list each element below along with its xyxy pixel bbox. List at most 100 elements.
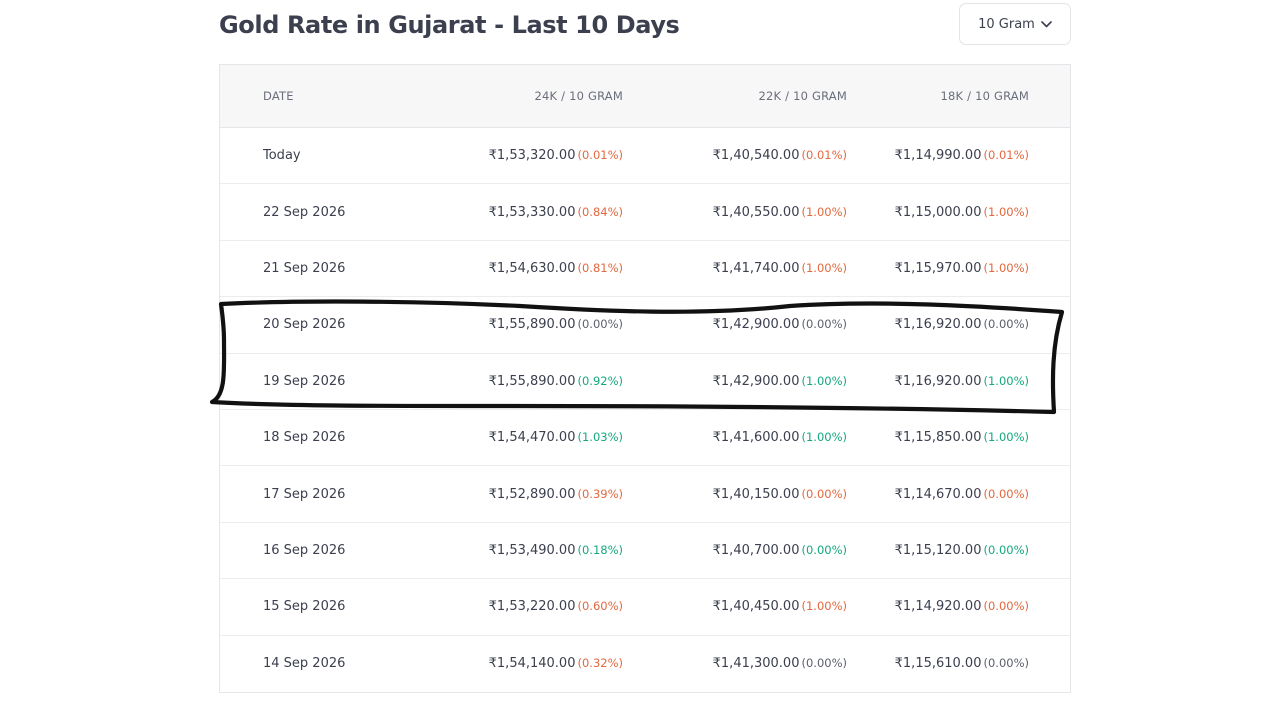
rate-price: ₹1,53,320.00 xyxy=(488,148,576,164)
rate-change-percent: (0.00%) xyxy=(801,317,847,332)
table-body: Today ₹1,53,320.00 (0.01%) ₹1,40,540.00 (0.0… xyxy=(220,128,1070,692)
column-header-22k: 22K / 10 GRAM xyxy=(758,89,847,103)
rate-change-percent: (1.00%) xyxy=(801,430,847,445)
rate-cell-k24: ₹1,52,890.00 (0.39%) xyxy=(390,487,623,502)
row-date: 15 Sep 2026 xyxy=(263,599,346,615)
rate-change-percent: (0.81%) xyxy=(577,260,623,275)
table-header: DATE 24K / 10 GRAM 22K / 10 GRAM 18K / 1… xyxy=(220,65,1070,128)
rate-cell-k18: ₹1,15,970.00 (1.00%) xyxy=(847,261,1029,276)
rate-change-percent: (0.01%) xyxy=(577,148,623,163)
rate-cell-k22: ₹1,42,900.00 (0.00%) xyxy=(623,317,847,332)
rate-cell-k22: ₹1,41,600.00 (1.00%) xyxy=(623,430,847,445)
rate-cell-k22: ₹1,40,450.00 (1.00%) xyxy=(623,599,847,614)
rate-price: ₹1,15,000.00 xyxy=(894,204,982,220)
rate-price: ₹1,40,540.00 xyxy=(712,148,800,164)
rate-change-percent: (0.92%) xyxy=(577,373,623,388)
table-row: 16 Sep 2026 ₹1,53,490.00 (0.18%) ₹1,40,700.… xyxy=(220,523,1070,580)
rate-cell-k24: ₹1,53,330.00 (0.84%) xyxy=(390,205,623,220)
table-row: 20 Sep 2026 ₹1,55,890.00 (0.00%) ₹1,42,900.… xyxy=(220,297,1070,354)
rate-price: ₹1,16,920.00 xyxy=(894,317,982,333)
rate-change-percent: (1.00%) xyxy=(801,260,847,275)
rate-cell-k24: ₹1,54,630.00 (0.81%) xyxy=(390,261,623,276)
rate-price: ₹1,14,670.00 xyxy=(894,486,982,502)
rate-cell-k24: ₹1,55,890.00 (0.92%) xyxy=(390,374,623,389)
rate-change-percent: (1.00%) xyxy=(801,599,847,614)
rate-change-percent: (0.84%) xyxy=(577,204,623,219)
unit-dropdown[interactable]: 10 Gram xyxy=(959,3,1071,45)
table-row: Today ₹1,53,320.00 (0.01%) ₹1,40,540.00 (0.0… xyxy=(220,128,1070,185)
rate-cell-k22: ₹1,40,700.00 (0.00%) xyxy=(623,543,847,558)
rate-cell-k18: ₹1,14,990.00 (0.01%) xyxy=(847,148,1029,163)
rate-change-percent: (0.00%) xyxy=(801,656,847,671)
rate-price: ₹1,40,550.00 xyxy=(712,204,800,220)
rate-cell-k18: ₹1,16,920.00 (0.00%) xyxy=(847,317,1029,332)
rate-price: ₹1,41,600.00 xyxy=(712,430,800,446)
rate-cell-k22: ₹1,40,540.00 (0.01%) xyxy=(623,148,847,163)
rate-change-percent: (0.00%) xyxy=(983,599,1029,614)
rate-change-percent: (0.00%) xyxy=(983,656,1029,671)
rate-cell-k24: ₹1,53,220.00 (0.60%) xyxy=(390,599,623,614)
unit-dropdown-value: 10 Gram xyxy=(978,16,1035,32)
rate-change-percent: (0.00%) xyxy=(801,486,847,501)
rate-price: ₹1,40,450.00 xyxy=(712,599,800,615)
rate-change-percent: (1.00%) xyxy=(983,373,1029,388)
rate-price: ₹1,54,470.00 xyxy=(488,430,576,446)
rate-change-percent: (0.00%) xyxy=(983,542,1029,557)
rate-cell-k18: ₹1,15,000.00 (1.00%) xyxy=(847,205,1029,220)
row-date: 21 Sep 2026 xyxy=(263,260,346,276)
row-date: 22 Sep 2026 xyxy=(263,204,346,220)
rate-price: ₹1,40,150.00 xyxy=(712,486,800,502)
column-header-18k: 18K / 10 GRAM xyxy=(940,89,1029,103)
rate-change-percent: (0.32%) xyxy=(577,656,623,671)
rate-change-percent: (1.00%) xyxy=(983,430,1029,445)
rate-cell-k22: ₹1,40,550.00 (1.00%) xyxy=(623,205,847,220)
row-date: 16 Sep 2026 xyxy=(263,542,346,558)
rate-change-percent: (1.00%) xyxy=(801,373,847,388)
rate-price: ₹1,15,850.00 xyxy=(894,430,982,446)
rate-price: ₹1,42,900.00 xyxy=(712,317,800,333)
table-row: 21 Sep 2026 ₹1,54,630.00 (0.81%) ₹1,41,740.… xyxy=(220,241,1070,298)
rate-cell-k22: ₹1,41,300.00 (0.00%) xyxy=(623,656,847,671)
rate-change-percent: (0.01%) xyxy=(983,148,1029,163)
rate-change-percent: (1.00%) xyxy=(983,260,1029,275)
rate-cell-k24: ₹1,55,890.00 (0.00%) xyxy=(390,317,623,332)
table-row: 15 Sep 2026 ₹1,53,220.00 (0.60%) ₹1,40,450.… xyxy=(220,579,1070,636)
column-header-24k: 24K / 10 GRAM xyxy=(534,89,623,103)
rate-change-percent: (0.01%) xyxy=(801,148,847,163)
rate-change-percent: (0.39%) xyxy=(577,486,623,501)
rate-cell-k24: ₹1,53,320.00 (0.01%) xyxy=(390,148,623,163)
rate-cell-k18: ₹1,14,920.00 (0.00%) xyxy=(847,599,1029,614)
rate-cell-k18: ₹1,16,920.00 (1.00%) xyxy=(847,374,1029,389)
row-date: Today xyxy=(263,148,301,164)
rate-price: ₹1,41,300.00 xyxy=(712,656,800,672)
rate-cell-k18: ₹1,15,610.00 (0.00%) xyxy=(847,656,1029,671)
rate-price: ₹1,40,700.00 xyxy=(712,542,800,558)
table-row: 18 Sep 2026 ₹1,54,470.00 (1.03%) ₹1,41,600.… xyxy=(220,410,1070,467)
rate-price: ₹1,42,900.00 xyxy=(712,373,800,389)
gold-rate-table: DATE 24K / 10 GRAM 22K / 10 GRAM 18K / 1… xyxy=(219,64,1071,693)
row-date: 14 Sep 2026 xyxy=(263,656,346,672)
rate-price: ₹1,53,490.00 xyxy=(488,542,576,558)
rate-cell-k24: ₹1,54,470.00 (1.03%) xyxy=(390,430,623,445)
column-header-date: DATE xyxy=(263,89,294,103)
row-date: 18 Sep 2026 xyxy=(263,430,346,446)
rate-change-percent: (1.00%) xyxy=(983,204,1029,219)
rate-change-percent: (0.00%) xyxy=(983,317,1029,332)
rate-price: ₹1,55,890.00 xyxy=(488,317,576,333)
rate-change-percent: (0.60%) xyxy=(577,599,623,614)
chevron-down-icon xyxy=(1041,20,1052,27)
rate-price: ₹1,54,140.00 xyxy=(488,656,576,672)
rate-cell-k22: ₹1,40,150.00 (0.00%) xyxy=(623,487,847,502)
rate-change-percent: (0.00%) xyxy=(801,542,847,557)
rate-change-percent: (0.00%) xyxy=(983,486,1029,501)
rate-price: ₹1,54,630.00 xyxy=(488,260,576,276)
rate-price: ₹1,15,610.00 xyxy=(894,656,982,672)
rate-price: ₹1,55,890.00 xyxy=(488,373,576,389)
rate-price: ₹1,53,220.00 xyxy=(488,599,576,615)
rate-price: ₹1,41,740.00 xyxy=(712,260,800,276)
rate-cell-k18: ₹1,15,120.00 (0.00%) xyxy=(847,543,1029,558)
rate-price: ₹1,53,330.00 xyxy=(488,204,576,220)
row-date: 19 Sep 2026 xyxy=(263,373,346,389)
table-row: 17 Sep 2026 ₹1,52,890.00 (0.39%) ₹1,40,150.… xyxy=(220,466,1070,523)
gold-rate-section: Gold Rate in Gujarat - Last 10 Days 10 G… xyxy=(219,0,1071,720)
